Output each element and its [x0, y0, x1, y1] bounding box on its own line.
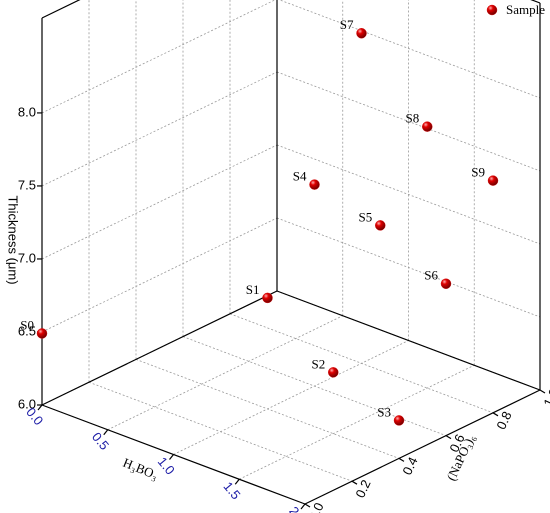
x-tick-label: 2.0	[286, 504, 309, 513]
tick-mark	[492, 412, 499, 417]
z-tick-label: 7.5	[18, 177, 36, 192]
z-axis-title: Thickness (μm)	[6, 195, 21, 284]
grid-line	[41, 217, 278, 333]
tick-mark	[398, 457, 405, 462]
point-label: S9	[471, 165, 485, 180]
data-point	[328, 367, 339, 378]
x-tick-label: 0.5	[89, 429, 112, 452]
tick-mark	[351, 480, 358, 485]
x-tick-label: 1.0	[155, 454, 178, 477]
tick-mark	[539, 389, 546, 394]
tick-mark	[234, 478, 240, 485]
z-tick-label: 6.5	[18, 323, 36, 338]
z-tick-label: 8.0	[18, 104, 36, 119]
data-point	[487, 175, 499, 186]
grid-line	[41, 0, 276, 114]
x-axis-title: H₃BO₃	[121, 455, 160, 483]
point-label: S5	[359, 209, 373, 224]
data-point	[36, 328, 48, 339]
grid-line	[276, 144, 541, 245]
point-label: S3	[377, 404, 391, 419]
axis-edge	[41, 290, 278, 406]
tick-mark	[37, 404, 43, 411]
axis-edge	[41, 0, 81, 19]
data-point	[262, 292, 273, 304]
y-tick-label: 1.0	[540, 386, 550, 409]
grid-line	[239, 364, 475, 480]
legend-label: Sample	[506, 2, 545, 17]
tick-mark	[300, 503, 306, 510]
y-axis-title: (NaPO₃)₆	[443, 432, 478, 483]
x-tick-label: 1.5	[221, 479, 244, 502]
tick-mark	[103, 429, 109, 436]
y-tick-label: 0.8	[493, 409, 514, 432]
tick-mark	[445, 435, 452, 440]
data-point	[422, 121, 433, 132]
legend-marker	[486, 4, 498, 16]
grid-line	[276, 71, 541, 172]
point-label: S2	[312, 356, 326, 371]
data-point	[309, 179, 320, 190]
point-label: S8	[406, 111, 420, 126]
grid-line	[107, 315, 343, 431]
axis-edge	[304, 389, 541, 505]
tick-mark	[304, 503, 311, 508]
grid-line	[41, 71, 278, 187]
z-tick-label: 7.0	[18, 250, 36, 265]
point-label: S4	[293, 169, 307, 184]
data-point	[375, 220, 386, 231]
point-label: S6	[424, 268, 438, 283]
y-tick-label: 0.2	[352, 477, 373, 500]
data-point	[356, 28, 367, 39]
tick-mark	[169, 454, 174, 460]
y-tick-label: 0.6	[446, 432, 467, 455]
grid-line	[173, 340, 409, 455]
axis-edge	[276, 290, 541, 391]
point-label: S1	[246, 282, 260, 297]
y-tick-label: 0.4	[399, 455, 420, 478]
grid-line	[41, 144, 278, 260]
data-point	[440, 278, 452, 289]
data-point	[393, 415, 405, 426]
point-label: S7	[340, 17, 354, 32]
z-tick-label: 6.0	[18, 396, 36, 411]
point-label: S0	[20, 317, 34, 332]
